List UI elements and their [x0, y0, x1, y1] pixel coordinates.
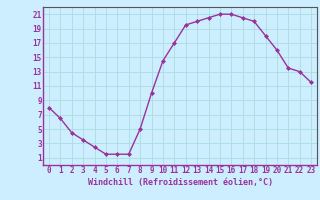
- X-axis label: Windchill (Refroidissement éolien,°C): Windchill (Refroidissement éolien,°C): [87, 178, 273, 187]
